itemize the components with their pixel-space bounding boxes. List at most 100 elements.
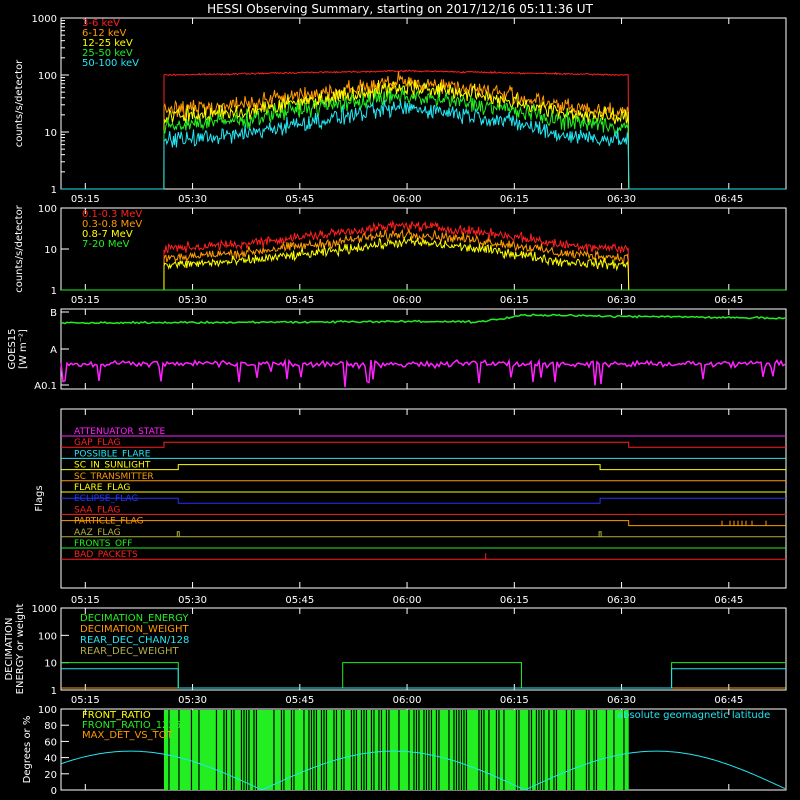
decim-ylabel: DECIMATION [4, 617, 15, 680]
decim-xtick-label: 06:45 [714, 695, 743, 706]
decim-ytick-label: 1000 [32, 604, 57, 615]
decim-ylabel-2: ENERGY or weight [15, 604, 26, 695]
lowe-ytick-label: 10 [44, 128, 57, 139]
flag-label: PARTICLE_FLAG [74, 517, 144, 527]
highe-xtick-label: 06:45 [714, 295, 743, 306]
goes-ytick-label: A [50, 345, 57, 356]
lowe-xtick-label: 05:15 [71, 194, 100, 205]
misc-ytick-label: 80 [44, 721, 57, 732]
highe-legend-entry: 7-20 MeV [82, 239, 130, 250]
decim-legend-entry: DECIMATION_ENERGY [80, 613, 189, 624]
decim-panel: 1 10 100 1000 DECIMATION ENERGY or weight DECI… [4, 604, 787, 706]
highe-ytick-label: 1 [51, 286, 57, 297]
flags-xtick-label: 06:45 [714, 595, 743, 606]
highe-legend-entry: 0.8-7 MeV [82, 229, 133, 240]
misc-legend-entry: FRONT_RATIO_1225 [82, 720, 181, 731]
misc-ytick-label: 100 [38, 705, 57, 716]
highe-xtick-label: 05:30 [178, 295, 207, 306]
flags-panel: Flags ATTENUATOR_STATEGAP_FLAGPOSSIBLE_FL… [34, 408, 787, 606]
lowe-legend-entry: 3-6 keV [82, 18, 120, 29]
decim-legend-entry: DECIMATION_WEIGHT [80, 624, 189, 635]
lowe-ytick-label: 1000 [32, 14, 57, 25]
flag-label: ECLIPSE_FLAG [74, 494, 138, 504]
lowe-xtick-label: 06:45 [714, 194, 743, 205]
flag-label: SAA_FLAG [74, 505, 120, 515]
decim-ytick-label: 100 [38, 631, 57, 642]
flag-label: SC_IN_SUNLIGHT [74, 461, 151, 471]
misc-ylabel: Degrees or % [22, 716, 33, 784]
lowe-legend-entry: 25-50 keV [82, 48, 133, 59]
lowe-ylabel: counts/s/detector [14, 59, 25, 147]
flags-xtick-label: 06:00 [393, 595, 422, 606]
flags-ylabel: Flags [34, 485, 45, 511]
highe-ylabel: counts/s/detector [14, 204, 25, 292]
flag-label: BAD_PACKETS [74, 550, 138, 560]
misc-ytick-label: 20 [44, 770, 57, 781]
lowe-xtick-label: 05:45 [285, 194, 314, 205]
misc-legend-entry: FRONT_RATIO [82, 710, 151, 721]
flag-label: FRONTS_OFF [74, 539, 132, 549]
highe-xtick-label: 06:15 [500, 295, 529, 306]
misc-ytick-label: 40 [44, 754, 57, 765]
decim-xtick-label: 05:30 [178, 695, 207, 706]
highe-panel: 1 10 100 counts/s/detector 0.1-0.3 MeV0.3-0.… [14, 204, 787, 306]
lowe-frame [60, 17, 787, 190]
lowe-legend-entry: 50-100 keV [82, 58, 139, 69]
flags-xtick-label: 06:30 [607, 595, 636, 606]
flag-label: FLARE_FLAG [74, 483, 130, 493]
lowe-series-line [61, 87, 786, 190]
highe-xtick-label: 06:30 [607, 295, 636, 306]
lowe-ytick-label: 1 [51, 185, 57, 196]
highe-legend-entry: 0.3-0.8 MeV [82, 219, 142, 230]
highe-xtick-label: 06:00 [393, 295, 422, 306]
goes-long-line [60, 313, 786, 325]
goes-ylabel: GOES15 [7, 328, 18, 369]
goes-ylabel-units: [W m⁻²] [18, 329, 29, 369]
flag-label: AAZ_FLAG [74, 528, 121, 538]
flag-label: ATTENUATOR_STATE [74, 427, 166, 437]
misc-geomag-line [60, 750, 786, 791]
goes-ytick-label: B [50, 308, 57, 319]
decim-xtick-label: 06:00 [393, 695, 422, 706]
flags-xtick-label: 05:45 [285, 595, 314, 606]
goes-short-line [60, 358, 786, 388]
flag-label: POSSIBLE_FLARE [74, 449, 151, 459]
flag-line [61, 464, 786, 471]
lowe-series-line [61, 79, 786, 190]
highe-series-line [61, 227, 786, 291]
lowe-series-line [61, 71, 786, 190]
lowe-xtick-label: 06:00 [393, 194, 422, 205]
highe-legend-entry: 0.1-0.3 MeV [82, 209, 142, 220]
decim-xtick-label: 06:30 [607, 695, 636, 706]
figure-title: HESSI Observing Summary, starting on 201… [207, 2, 593, 16]
decim-ytick-label: 10 [44, 659, 57, 670]
flags-xtick-label: 05:30 [178, 595, 207, 606]
highe-xtick-label: 05:15 [71, 295, 100, 306]
lowe-xtick-label: 06:30 [607, 194, 636, 205]
decim-xtick-label: 06:15 [500, 695, 529, 706]
goes-panel: A0.1 A B GOES15 [W m⁻²] [7, 308, 787, 392]
flag-line [61, 520, 786, 527]
decim-frame [60, 607, 787, 691]
misc-ytick-label: 0 [51, 786, 57, 797]
highe-ytick-label: 10 [44, 245, 57, 256]
lowe-legend-entry: 6-12 keV [82, 28, 126, 39]
decim-legend-entry: REAR_DEC_CHAN/128 [80, 635, 189, 646]
flags-xtick-label: 06:15 [500, 595, 529, 606]
highe-xtick-label: 05:45 [285, 295, 314, 306]
goes-ytick-label: A0.1 [34, 381, 57, 392]
highe-ytick-label: 100 [38, 204, 57, 215]
lowe-series-line [61, 69, 786, 190]
flag-line [61, 441, 786, 448]
lowe-series-line [61, 100, 786, 190]
flag-label: SC_TRANSMITTER [74, 472, 154, 482]
flag-spike [176, 531, 180, 537]
flag-spike [598, 531, 602, 537]
decim-legend-entry: REAR_DEC_WEIGHT [80, 646, 179, 657]
flag-line [61, 497, 786, 504]
decim-rear-chan-line [61, 668, 786, 689]
